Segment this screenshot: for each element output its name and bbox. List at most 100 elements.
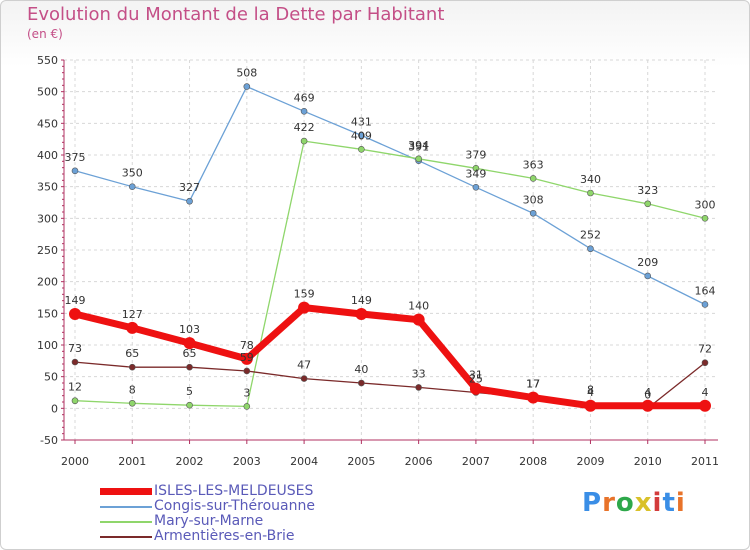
series-line bbox=[74, 361, 706, 409]
y-axis-ticks: -50 0 50 100 150 200 250 300 350 400 450 500 550 bbox=[37, 54, 58, 447]
data-label: 164 bbox=[695, 284, 716, 297]
y-tick-label: 0 bbox=[51, 402, 58, 415]
data-point bbox=[587, 189, 594, 197]
data-label: 308 bbox=[523, 193, 544, 206]
y-tick-label: 550 bbox=[37, 54, 58, 67]
x-tick-label: 2003 bbox=[233, 455, 261, 468]
logo-letter: x bbox=[634, 488, 653, 518]
data-point bbox=[469, 382, 482, 395]
data-point bbox=[128, 399, 136, 407]
y-tick-label: 400 bbox=[37, 149, 58, 162]
data-point bbox=[472, 184, 480, 191]
data-label: 3 bbox=[243, 386, 250, 399]
legend-label: Armentières-en-Brie bbox=[154, 528, 295, 544]
data-label: 47 bbox=[297, 359, 311, 372]
data-point bbox=[529, 175, 537, 182]
data-label: 5 bbox=[186, 385, 193, 398]
data-point bbox=[701, 301, 709, 308]
data-label: 65 bbox=[125, 347, 139, 360]
chart-title: Evolution du Montant de la Dette par Hab… bbox=[27, 4, 445, 25]
data-label: 4 bbox=[702, 386, 709, 399]
data-label: 103 bbox=[179, 323, 200, 336]
data-point bbox=[243, 367, 251, 375]
legend-label: Mary-sur-Marne bbox=[154, 513, 264, 529]
data-label: 40 bbox=[354, 363, 368, 376]
logo-letter: o bbox=[615, 488, 635, 518]
x-tick-label: 2000 bbox=[61, 455, 89, 468]
data-label: 340 bbox=[580, 173, 601, 186]
x-tick-label: 2005 bbox=[347, 455, 375, 468]
data-point bbox=[186, 363, 193, 371]
x-axis-ticks: 2000 2001 2002 2003 2004 2005 2006 2007 2008 2009… bbox=[61, 455, 719, 468]
data-point bbox=[71, 397, 79, 405]
data-label: 350 bbox=[122, 167, 143, 180]
x-tick-label: 2008 bbox=[519, 455, 547, 468]
data-label: 8 bbox=[587, 383, 594, 396]
y-tick-label: 450 bbox=[37, 117, 58, 130]
data-point bbox=[701, 359, 709, 367]
data-label: 323 bbox=[637, 184, 658, 197]
data-label: 149 bbox=[65, 294, 86, 307]
data-point bbox=[128, 363, 136, 371]
series-line bbox=[74, 85, 706, 306]
data-point bbox=[529, 209, 537, 217]
logo-letter: r bbox=[602, 488, 616, 518]
data-point bbox=[415, 155, 422, 163]
logo-letter: i bbox=[675, 488, 686, 518]
data-point bbox=[699, 399, 711, 412]
data-label: 0 bbox=[644, 388, 651, 401]
data-label: 300 bbox=[695, 198, 716, 211]
y-tick-label: 50 bbox=[44, 371, 58, 384]
proxiti-logo: Proxiti bbox=[582, 488, 686, 518]
data-label: 17 bbox=[526, 378, 540, 391]
y-tick-label: 150 bbox=[37, 307, 58, 320]
data-point bbox=[644, 272, 652, 280]
series-line bbox=[74, 140, 706, 408]
logo-letter: i bbox=[652, 488, 663, 518]
data-label: 65 bbox=[183, 347, 197, 360]
data-label: 431 bbox=[351, 115, 372, 128]
data-label: 409 bbox=[351, 129, 372, 142]
legend-swatch bbox=[100, 488, 152, 495]
data-label: 375 bbox=[65, 151, 86, 164]
data-label: 209 bbox=[637, 256, 658, 269]
data-point bbox=[186, 197, 193, 205]
data-point bbox=[300, 137, 308, 145]
chart-subtitle: (en €) bbox=[27, 27, 63, 41]
data-point bbox=[358, 146, 365, 153]
legend-swatch bbox=[100, 506, 152, 508]
chart-grid bbox=[64, 59, 718, 441]
x-tick-label: 2010 bbox=[634, 455, 662, 468]
data-label: 78 bbox=[240, 339, 254, 352]
logo-letter: P bbox=[582, 488, 603, 518]
data-point bbox=[183, 337, 196, 350]
data-label: 508 bbox=[236, 67, 257, 80]
data-point bbox=[472, 165, 480, 172]
data-label: 469 bbox=[294, 91, 315, 104]
data-point bbox=[584, 399, 597, 412]
data-label: 422 bbox=[294, 121, 315, 134]
y-tick-label: 100 bbox=[37, 339, 58, 352]
data-point bbox=[412, 313, 425, 326]
legend-swatch bbox=[100, 521, 152, 523]
data-label: 349 bbox=[465, 167, 486, 180]
x-tick-label: 2001 bbox=[118, 455, 146, 468]
data-point bbox=[71, 358, 79, 366]
data-point bbox=[300, 108, 308, 115]
data-label: 4 bbox=[587, 386, 594, 399]
x-tick-label: 2007 bbox=[462, 455, 490, 468]
series-line bbox=[74, 304, 705, 410]
data-point bbox=[69, 307, 81, 320]
data-label: 252 bbox=[580, 229, 601, 242]
y-tick-label: 300 bbox=[37, 212, 58, 225]
x-tick-label: 2006 bbox=[405, 455, 433, 468]
data-point bbox=[701, 215, 709, 222]
data-label: 159 bbox=[294, 288, 315, 301]
legend-label: ISLES-LES-MELDEUSES bbox=[154, 483, 314, 499]
y-tick-label: 200 bbox=[37, 276, 58, 289]
data-point bbox=[355, 307, 368, 320]
data-label: 8 bbox=[129, 383, 136, 396]
data-label: 33 bbox=[412, 367, 426, 380]
data-label: 327 bbox=[179, 181, 200, 194]
